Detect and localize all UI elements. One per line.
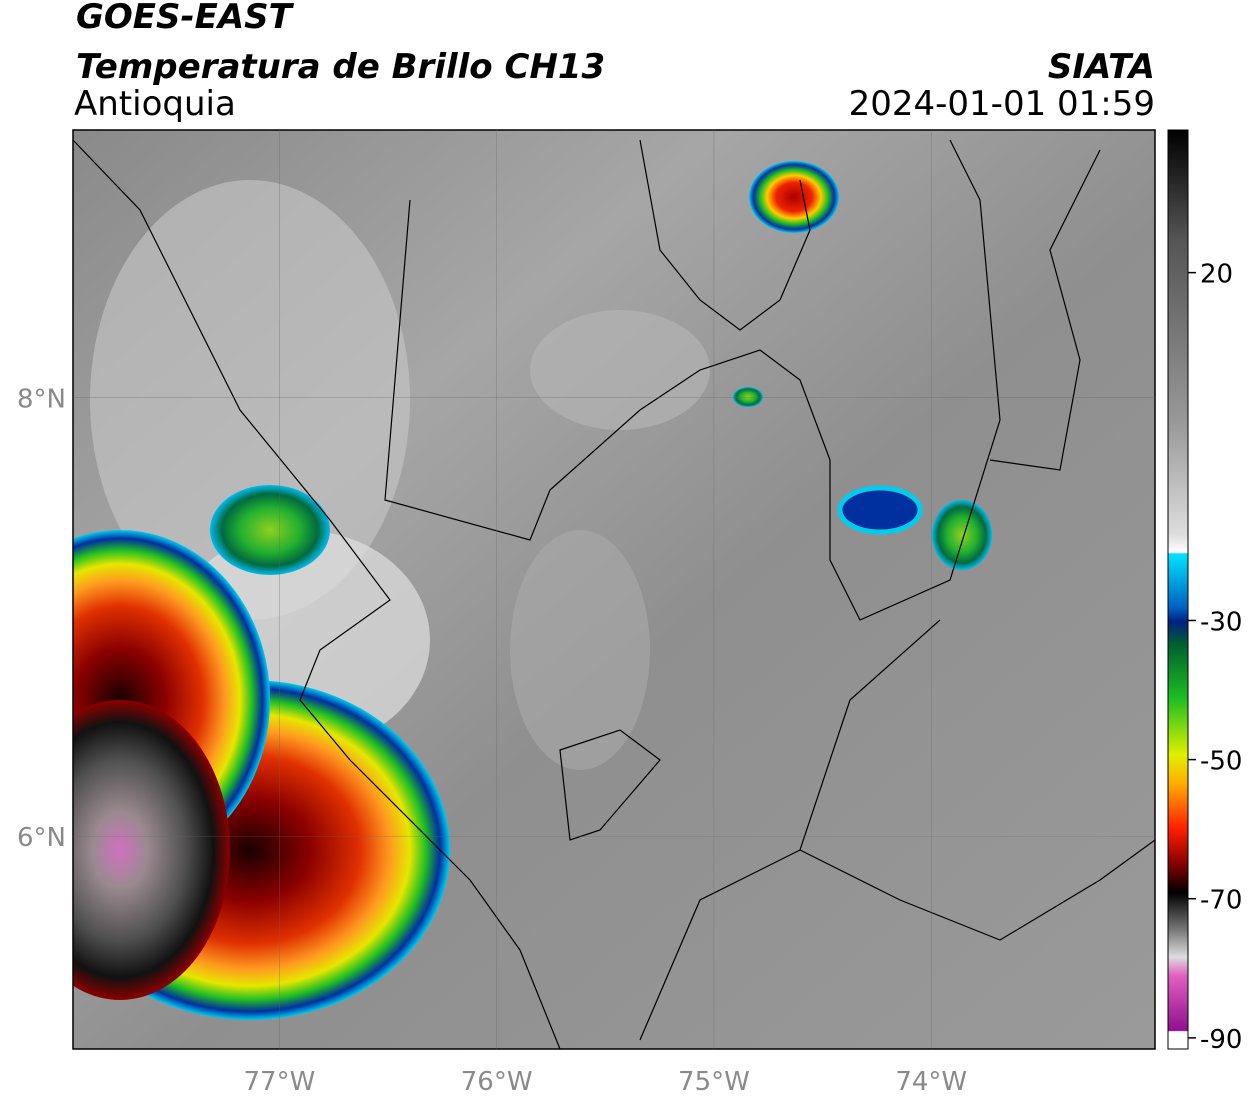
x-tick-label: 77°W: [244, 1067, 316, 1097]
colorbar-tick-label: -70: [1200, 886, 1242, 916]
colorbar-tick-label: -90: [1200, 1025, 1242, 1055]
x-tick-label: 74°W: [895, 1067, 967, 1097]
region: Antioquia: [74, 84, 236, 124]
satellite-image: [73, 130, 1155, 1049]
colorbar-tick-label: 20: [1200, 260, 1233, 290]
title: GOES-EAST: [76, 0, 295, 37]
source: SIATA: [1048, 47, 1155, 87]
colorbar: [1167, 129, 1189, 1050]
datetime: 2024-01-01 01:59: [849, 84, 1155, 124]
x-tick-label: 75°W: [678, 1067, 750, 1097]
x-tick-label: 76°W: [461, 1067, 533, 1097]
map-frame: [72, 129, 1156, 1050]
y-tick-label: 6°N: [17, 823, 66, 853]
colorbar-tick-label: -30: [1200, 607, 1242, 637]
y-tick-label: 8°N: [17, 385, 66, 415]
subtitle: Temperatura de Brillo CH13: [76, 47, 605, 87]
colorbar-tick-label: -50: [1200, 747, 1242, 777]
